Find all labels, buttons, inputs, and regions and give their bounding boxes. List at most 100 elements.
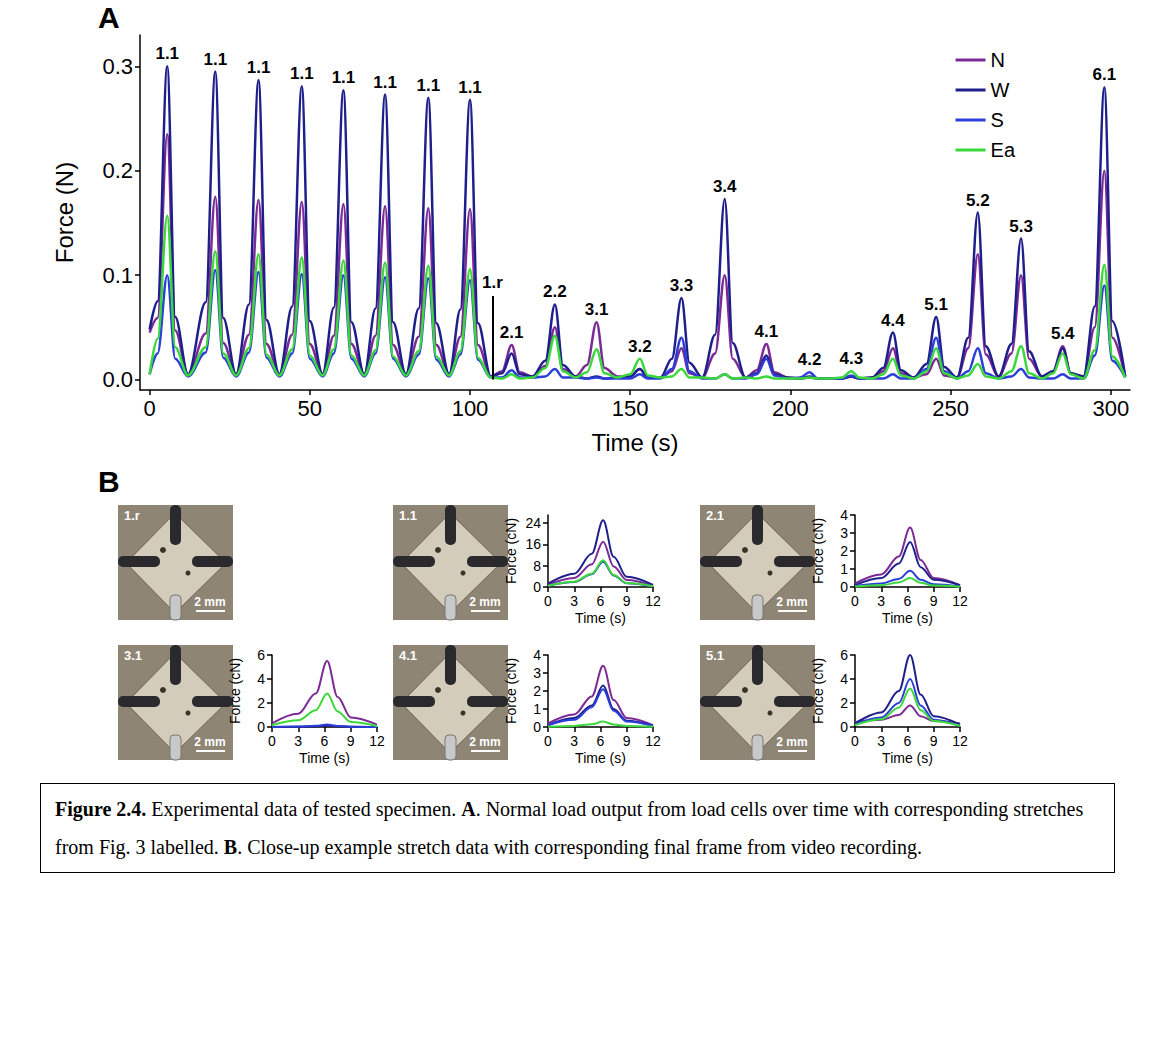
svg-text:A: A: [98, 1, 120, 34]
svg-text:5.4: 5.4: [1051, 324, 1075, 343]
svg-text:5.1: 5.1: [706, 648, 724, 663]
svg-text:0: 0: [840, 719, 848, 735]
svg-text:3: 3: [570, 733, 578, 749]
svg-text:2.2: 2.2: [543, 282, 567, 301]
svg-text:3: 3: [840, 525, 848, 541]
svg-text:1.1: 1.1: [399, 508, 417, 523]
svg-text:1.r: 1.r: [124, 508, 140, 523]
svg-text:2 mm: 2 mm: [469, 735, 500, 749]
svg-text:8: 8: [533, 558, 541, 574]
svg-text:3.1: 3.1: [124, 648, 142, 663]
svg-text:12: 12: [952, 593, 968, 609]
svg-text:6: 6: [904, 593, 912, 609]
svg-text:1.1: 1.1: [155, 44, 179, 63]
svg-text:Force (cN): Force (cN): [503, 658, 519, 724]
svg-text:2.1: 2.1: [706, 508, 724, 523]
svg-text:Ea: Ea: [991, 139, 1016, 161]
svg-text:3.4: 3.4: [713, 177, 737, 196]
svg-text:0: 0: [544, 593, 552, 609]
svg-text:0.2: 0.2: [102, 158, 133, 183]
svg-text:3.2: 3.2: [628, 337, 652, 356]
svg-text:0: 0: [143, 396, 155, 421]
svg-text:9: 9: [623, 733, 631, 749]
svg-text:0.0: 0.0: [102, 367, 133, 392]
svg-text:0.1: 0.1: [102, 263, 133, 288]
svg-text:4: 4: [533, 647, 541, 663]
svg-text:2 mm: 2 mm: [776, 735, 807, 749]
svg-text:5.2: 5.2: [966, 191, 990, 210]
svg-text:1: 1: [533, 701, 541, 717]
svg-text:3: 3: [877, 593, 885, 609]
svg-text:6: 6: [597, 733, 605, 749]
svg-text:1.r: 1.r: [482, 273, 503, 292]
svg-text:0.3: 0.3: [102, 54, 133, 79]
svg-text:1.1: 1.1: [373, 73, 397, 92]
svg-text:3: 3: [533, 665, 541, 681]
svg-text:6: 6: [321, 733, 329, 749]
svg-text:12: 12: [369, 733, 385, 749]
svg-text:12: 12: [952, 733, 968, 749]
svg-text:0: 0: [268, 733, 276, 749]
svg-text:S: S: [991, 109, 1004, 131]
svg-text:W: W: [991, 79, 1010, 101]
svg-text:1.1: 1.1: [247, 58, 271, 77]
svg-text:2 mm: 2 mm: [194, 735, 225, 749]
svg-text:2 mm: 2 mm: [194, 595, 225, 609]
svg-text:2 mm: 2 mm: [776, 595, 807, 609]
svg-text:4: 4: [840, 671, 848, 687]
svg-text:Force (cN): Force (cN): [503, 518, 519, 584]
svg-text:3: 3: [877, 733, 885, 749]
svg-text:0: 0: [544, 733, 552, 749]
svg-text:12: 12: [645, 593, 661, 609]
svg-text:6: 6: [904, 733, 912, 749]
svg-text:200: 200: [772, 396, 809, 421]
svg-text:3: 3: [570, 593, 578, 609]
svg-text:2: 2: [533, 683, 541, 699]
svg-text:1.1: 1.1: [332, 68, 356, 87]
svg-text:4.1: 4.1: [399, 648, 417, 663]
svg-text:Force (cN): Force (cN): [810, 518, 826, 584]
svg-text:0: 0: [851, 593, 859, 609]
svg-text:250: 250: [932, 396, 969, 421]
svg-text:24: 24: [525, 515, 541, 531]
svg-text:Force (cN): Force (cN): [810, 658, 826, 724]
svg-text:3: 3: [294, 733, 302, 749]
svg-text:2: 2: [840, 543, 848, 559]
svg-text:16: 16: [525, 536, 541, 552]
svg-text:2: 2: [257, 695, 265, 711]
svg-text:4: 4: [257, 671, 265, 687]
svg-text:9: 9: [347, 733, 355, 749]
svg-text:4.2: 4.2: [798, 350, 822, 369]
svg-text:1: 1: [840, 561, 848, 577]
svg-text:1.1: 1.1: [417, 76, 441, 95]
svg-text:0: 0: [533, 719, 541, 735]
svg-text:3.3: 3.3: [670, 276, 694, 295]
svg-text:9: 9: [930, 733, 938, 749]
svg-text:6: 6: [597, 593, 605, 609]
svg-text:Time (s): Time (s): [882, 750, 933, 766]
svg-text:3.1: 3.1: [585, 300, 609, 319]
svg-text:Time (s): Time (s): [591, 429, 678, 456]
svg-text:1.1: 1.1: [458, 78, 482, 97]
svg-text:4.3: 4.3: [839, 349, 863, 368]
svg-text:4.1: 4.1: [755, 322, 779, 341]
svg-text:12: 12: [645, 733, 661, 749]
svg-text:1.1: 1.1: [203, 50, 227, 69]
svg-text:Time (s): Time (s): [882, 610, 933, 626]
svg-text:9: 9: [930, 593, 938, 609]
svg-text:Force (cN): Force (cN): [227, 658, 243, 724]
svg-text:9: 9: [623, 593, 631, 609]
svg-text:5.1: 5.1: [924, 295, 948, 314]
svg-text:6.1: 6.1: [1093, 65, 1117, 84]
svg-text:2 mm: 2 mm: [469, 595, 500, 609]
svg-text:Time (s): Time (s): [575, 610, 626, 626]
svg-text:6: 6: [840, 647, 848, 663]
svg-text:50: 50: [298, 396, 322, 421]
svg-text:300: 300: [1092, 396, 1129, 421]
svg-text:4.4: 4.4: [881, 311, 905, 330]
svg-text:N: N: [991, 49, 1005, 71]
svg-text:Time (s): Time (s): [575, 750, 626, 766]
svg-text:Time (s): Time (s): [299, 750, 350, 766]
svg-text:B: B: [98, 465, 120, 498]
svg-text:0: 0: [851, 733, 859, 749]
